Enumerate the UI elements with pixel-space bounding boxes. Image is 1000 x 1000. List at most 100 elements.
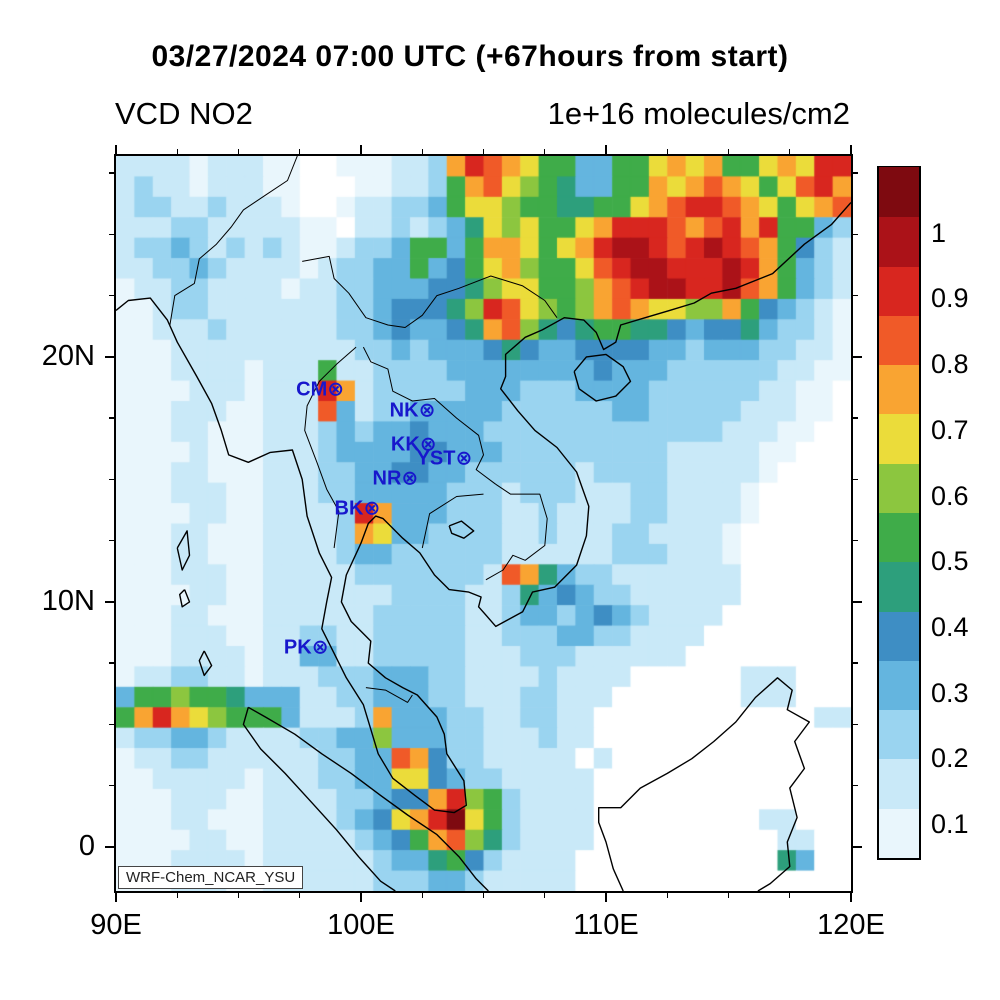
axis-tick [109, 294, 114, 297]
subtitle-row: VCD NO2 1e+16 molecules/cm2 [115, 96, 850, 132]
coastline-path [242, 707, 396, 891]
axis-tick [176, 149, 178, 154]
map-panel: CM⊗ NK⊗ KK⊗ YST⊗ NR⊗ BK⊗ PK⊗ WRF-Chem_NCAR_YSU [114, 154, 853, 893]
colorbar-segment [879, 265, 919, 316]
station-marker-YST: YST⊗ [416, 447, 473, 470]
border-path [169, 156, 298, 326]
coastline-path [198, 650, 213, 677]
coastline-path [598, 677, 810, 891]
station-marker-KK: KK⊗ [390, 433, 437, 456]
axis-tick [853, 845, 862, 848]
model-label: WRF-Chem_NCAR_YSU [118, 866, 304, 889]
axis-tick [482, 149, 485, 154]
axis-tick [853, 417, 858, 419]
axis-tick [109, 478, 114, 481]
colorbar-segment [879, 610, 919, 661]
coastlines-overlay [116, 156, 851, 891]
y-axis-label-20N: 20N [41, 339, 95, 372]
axis-tick [727, 149, 730, 154]
colorbar-label-0.8: 0.8 [931, 349, 969, 380]
colorbar-segment [879, 215, 919, 267]
colorbar-segment [879, 807, 919, 858]
units-label: 1e+16 molecules/cm2 [547, 96, 850, 131]
axis-tick [853, 600, 862, 603]
axis-tick [299, 893, 301, 898]
axis-tick [115, 893, 117, 902]
coastline-path [247, 706, 489, 891]
axis-tick [109, 723, 114, 726]
axis-tick [853, 172, 858, 174]
colorbar-label-0.7: 0.7 [931, 414, 969, 445]
colorbar-segment [879, 413, 919, 464]
coastline-path [116, 202, 851, 814]
colorbar-segment [879, 511, 919, 563]
axis-tick [850, 145, 852, 154]
colorbar-segment [879, 166, 919, 218]
colorbar-label-0.4: 0.4 [931, 612, 969, 642]
colorbar-label-0.6: 0.6 [931, 480, 969, 511]
axis-tick [789, 893, 791, 898]
axis-tick [109, 417, 114, 419]
axis-tick [666, 149, 668, 154]
axis-tick [109, 233, 114, 236]
border-path [362, 346, 497, 485]
axis-tick [544, 893, 546, 898]
axis-tick [109, 539, 114, 542]
axis-tick [237, 893, 240, 898]
x-axis-label-110E: 110E [573, 909, 639, 941]
x-axis-label-90E: 90E [90, 909, 142, 941]
axis-tick [605, 893, 607, 902]
colorbar-label-1: 1 [931, 217, 947, 248]
station-marker-PK: PK⊗ [283, 636, 329, 659]
x-axis-label-120E: 120E [817, 909, 885, 941]
axis-tick [109, 662, 114, 664]
colorbar-segment [879, 708, 919, 760]
border-path [485, 483, 548, 581]
y-axis-label-0: 0 [78, 829, 95, 862]
axis-tick [850, 893, 852, 902]
axis-tick [605, 145, 607, 154]
axis-tick [109, 172, 114, 174]
axis-tick [176, 893, 178, 898]
colorbar-segment [879, 363, 919, 415]
axis-tick [360, 893, 362, 902]
border-path [365, 687, 413, 703]
axis-tick [853, 355, 862, 358]
colorbar-segment [879, 314, 919, 366]
colorbar-segment [879, 560, 919, 612]
axis-tick [421, 149, 423, 154]
station-marker-NR: NR⊗ [372, 467, 419, 490]
axis-tick [666, 893, 668, 898]
colorbar-label-0.9: 0.9 [931, 283, 969, 314]
colorbar-segment [879, 659, 919, 711]
coastline-path [448, 520, 475, 539]
axis-tick [482, 893, 485, 898]
axis-tick [789, 149, 791, 154]
station-markers-layer: CM⊗ NK⊗ KK⊗ YST⊗ NR⊗ BK⊗ PK⊗ [116, 156, 851, 891]
border-path [304, 346, 357, 549]
axis-tick [237, 149, 240, 154]
colorbar-label-0.1: 0.1 [931, 809, 969, 840]
axis-tick [105, 845, 114, 848]
axis-tick [109, 784, 114, 787]
x-axis-label-100E: 100E [327, 909, 395, 941]
y-axis-label-10N: 10N [41, 584, 95, 617]
axis-tick [544, 149, 546, 154]
axis-tick [421, 893, 423, 898]
coastline-path [573, 353, 632, 402]
station-marker-BK: BK⊗ [334, 497, 381, 520]
axis-tick [853, 233, 858, 236]
colorbar-segment [879, 758, 919, 809]
axis-tick [299, 149, 301, 154]
coastline-path [179, 589, 191, 608]
axis-tick [853, 723, 858, 726]
station-marker-CM: CM⊗ [296, 378, 345, 401]
colorbar-label-0.2: 0.2 [931, 743, 969, 774]
axis-tick [105, 355, 114, 358]
axis-tick [853, 294, 858, 297]
axis-tick [115, 145, 117, 154]
figure-title: 03/27/2024 07:00 UTC (+67hours from star… [151, 40, 789, 73]
colorbar-segment [879, 462, 919, 513]
axis-tick [360, 145, 362, 154]
colorbar-label-0.5: 0.5 [931, 546, 969, 577]
